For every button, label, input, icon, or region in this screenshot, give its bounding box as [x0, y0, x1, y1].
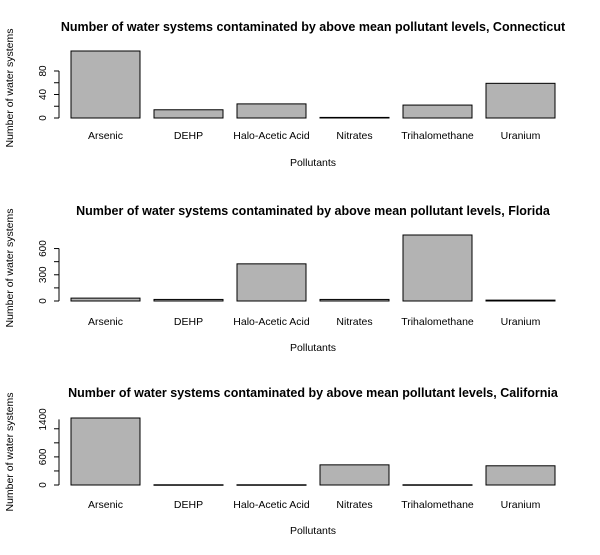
y-axis-label: Number of water systems: [4, 392, 16, 511]
category-label: Uranium: [501, 316, 541, 328]
bar-uranium: [485, 465, 556, 486]
bar-arsenic: [70, 417, 141, 486]
category-label: Halo-Acetic Acid: [233, 316, 310, 328]
category-label: Halo-Acetic Acid: [233, 130, 310, 142]
category-label: Trihalomethane: [401, 130, 474, 142]
chart-title: Number of water systems contaminated by …: [68, 386, 559, 400]
bar-uranium: [485, 299, 556, 302]
x-axis-label: Pollutants: [290, 525, 336, 537]
bar-trihalomethane: [402, 234, 473, 302]
bar-trihalomethane: [402, 484, 473, 486]
y-tick-label: 600: [38, 448, 49, 465]
bar-halo-acetic-acid: [236, 103, 307, 119]
x-axis-label: Pollutants: [290, 342, 336, 354]
chart-panel-1: Number of water systems contaminated by …: [4, 20, 566, 169]
bar-dehp: [153, 109, 224, 119]
category-label: Halo-Acetic Acid: [233, 499, 310, 511]
bar-nitrates: [319, 116, 390, 119]
bar-arsenic: [70, 50, 141, 119]
y-tick-label: 0: [38, 298, 49, 304]
chart-panel-2: Number of water systems contaminated by …: [4, 204, 556, 354]
y-tick-label: 40: [38, 88, 49, 100]
category-label: Arsenic: [88, 130, 123, 142]
y-tick-label: 300: [38, 266, 49, 283]
category-label: Arsenic: [88, 499, 123, 511]
category-label: DEHP: [174, 316, 203, 328]
x-axis-label: Pollutants: [290, 157, 336, 169]
category-label: Nitrates: [336, 316, 372, 328]
y-tick-label: 0: [38, 115, 49, 121]
category-label: Uranium: [501, 130, 541, 142]
bar-halo-acetic-acid: [236, 484, 307, 486]
y-tick-label: 600: [38, 240, 49, 257]
category-label: Nitrates: [336, 130, 372, 142]
category-label: DEHP: [174, 130, 203, 142]
chart-title: Number of water systems contaminated by …: [76, 204, 551, 218]
bar-nitrates: [319, 464, 390, 486]
bar-trihalomethane: [402, 104, 473, 119]
category-label: Nitrates: [336, 499, 372, 511]
category-label: Trihalomethane: [401, 499, 474, 511]
bar-dehp: [153, 298, 224, 302]
bar-dehp: [153, 484, 224, 486]
category-label: Arsenic: [88, 316, 123, 328]
y-tick-label: 80: [38, 65, 49, 77]
chart-title: Number of water systems contaminated by …: [61, 20, 566, 34]
y-axis-label: Number of water systems: [4, 28, 16, 147]
bar-uranium: [485, 82, 556, 119]
chart-panel-3: Number of water systems contaminated by …: [4, 386, 559, 537]
bar-halo-acetic-acid: [236, 263, 307, 302]
category-label: Trihalomethane: [401, 316, 474, 328]
y-tick-label: 0: [38, 482, 49, 488]
bar-nitrates: [319, 298, 390, 302]
y-tick-label: 1400: [38, 408, 49, 431]
category-label: DEHP: [174, 499, 203, 511]
bar-arsenic: [70, 297, 141, 302]
category-label: Uranium: [501, 499, 541, 511]
y-axis-label: Number of water systems: [4, 208, 16, 327]
